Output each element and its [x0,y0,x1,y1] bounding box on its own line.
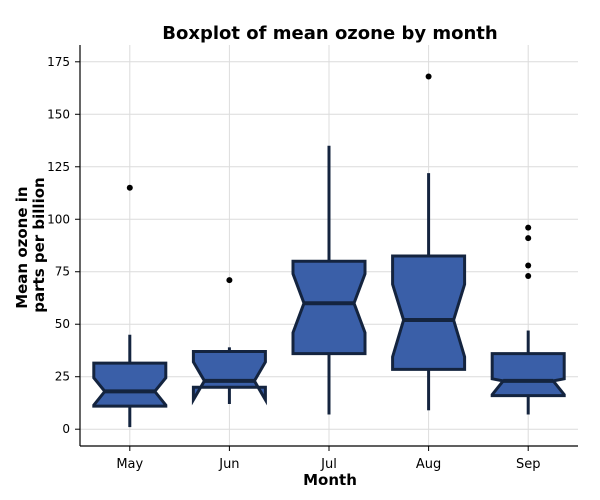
y-tick-label: 25 [55,370,70,384]
outlier-point [425,73,432,80]
x-tick-labels: May Jun Jul Aug Sep [116,457,540,472]
notched-box [490,352,566,398]
x-tick-label: Sep [516,457,541,472]
box-jul [291,145,367,415]
outlier-point [126,184,133,191]
x-tick-label: Aug [416,457,441,472]
outlier-point [226,277,233,284]
outlier-point [525,272,532,279]
y-tick-label: 150 [47,107,70,121]
y-tick-label: 100 [47,212,70,226]
y-axis-label: Mean ozone in parts per billion [13,177,48,312]
notched-box [191,350,267,406]
y-tick-label: 125 [47,160,70,174]
y-tick-label: 75 [55,265,70,279]
box-aug [391,73,467,411]
y-axis-label-line-2: parts per billion [30,177,48,312]
x-tick-label: Jun [218,457,239,472]
notched-box [391,254,467,371]
outlier-point [525,224,532,231]
notched-box [92,361,168,408]
notched-box [291,259,367,356]
box-may [92,184,168,428]
box-jun [191,277,267,406]
x-tick-label: May [116,457,143,472]
y-axis-label-line-1: Mean ozone in [13,186,31,308]
y-tick-label: 175 [47,55,70,69]
boxes [92,73,566,428]
outlier-point [525,235,532,242]
y-tick-label: 0 [62,422,70,436]
x-tick-label: Jul [320,457,337,472]
outlier-point [525,262,532,269]
chart-title: Boxplot of mean ozone by month [162,23,497,44]
box-sep [490,224,566,415]
x-axis-label: Month [303,471,357,489]
y-tick-label: 50 [55,317,70,331]
axes [75,45,578,451]
y-tick-labels: 0 25 50 75 100 125 150 175 [47,55,70,436]
